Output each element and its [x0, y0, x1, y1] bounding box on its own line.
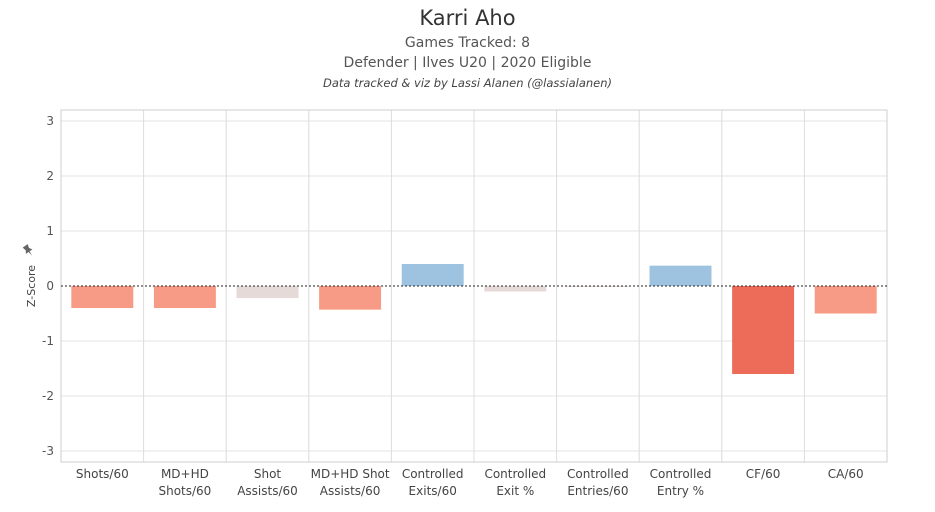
- x-category-label: Controlled Entries/60: [567, 467, 629, 498]
- x-category-label: Controlled Entry %: [650, 467, 712, 498]
- bar[interactable]: [484, 286, 547, 292]
- player-info-subtitle: Defender | Ilves U20 | 2020 Eligible: [343, 55, 592, 71]
- y-tick-label: -1: [42, 334, 54, 348]
- x-category-label: CF/60: [746, 467, 781, 481]
- x-category-label: Shot Assists/60: [237, 467, 298, 498]
- y-tick-label: -3: [42, 444, 54, 458]
- x-category-label: MD+HD Shots/60: [158, 467, 211, 498]
- bar[interactable]: [649, 265, 712, 286]
- chart-title: Karri Aho: [419, 6, 516, 30]
- pin-icon[interactable]: [22, 244, 35, 258]
- y-tick-label: -2: [42, 389, 54, 403]
- bar[interactable]: [153, 286, 216, 308]
- bar[interactable]: [814, 286, 877, 314]
- y-tick-label: 0: [46, 279, 54, 293]
- y-tick-label: 1: [46, 224, 54, 238]
- y-tick-label: 3: [46, 114, 54, 128]
- x-category-label: MD+HD Shot Assists/60: [311, 467, 390, 498]
- x-category-label: CA/60: [828, 467, 864, 481]
- y-tick-label: 2: [46, 169, 54, 183]
- x-category-label: Controlled Exits/60: [402, 467, 464, 498]
- x-category-label: Shots/60: [76, 467, 129, 481]
- bar[interactable]: [732, 286, 795, 374]
- x-category-label: Controlled Exit %: [484, 467, 546, 498]
- bar[interactable]: [236, 286, 299, 299]
- games-tracked-subtitle: Games Tracked: 8: [404, 35, 531, 51]
- bar[interactable]: [401, 264, 464, 286]
- bar[interactable]: [319, 286, 382, 310]
- y-axis-label: Z-Score: [25, 265, 38, 307]
- bar[interactable]: [71, 286, 134, 308]
- credit-line: Data tracked & viz by Lassi Alanen (@las…: [322, 76, 613, 90]
